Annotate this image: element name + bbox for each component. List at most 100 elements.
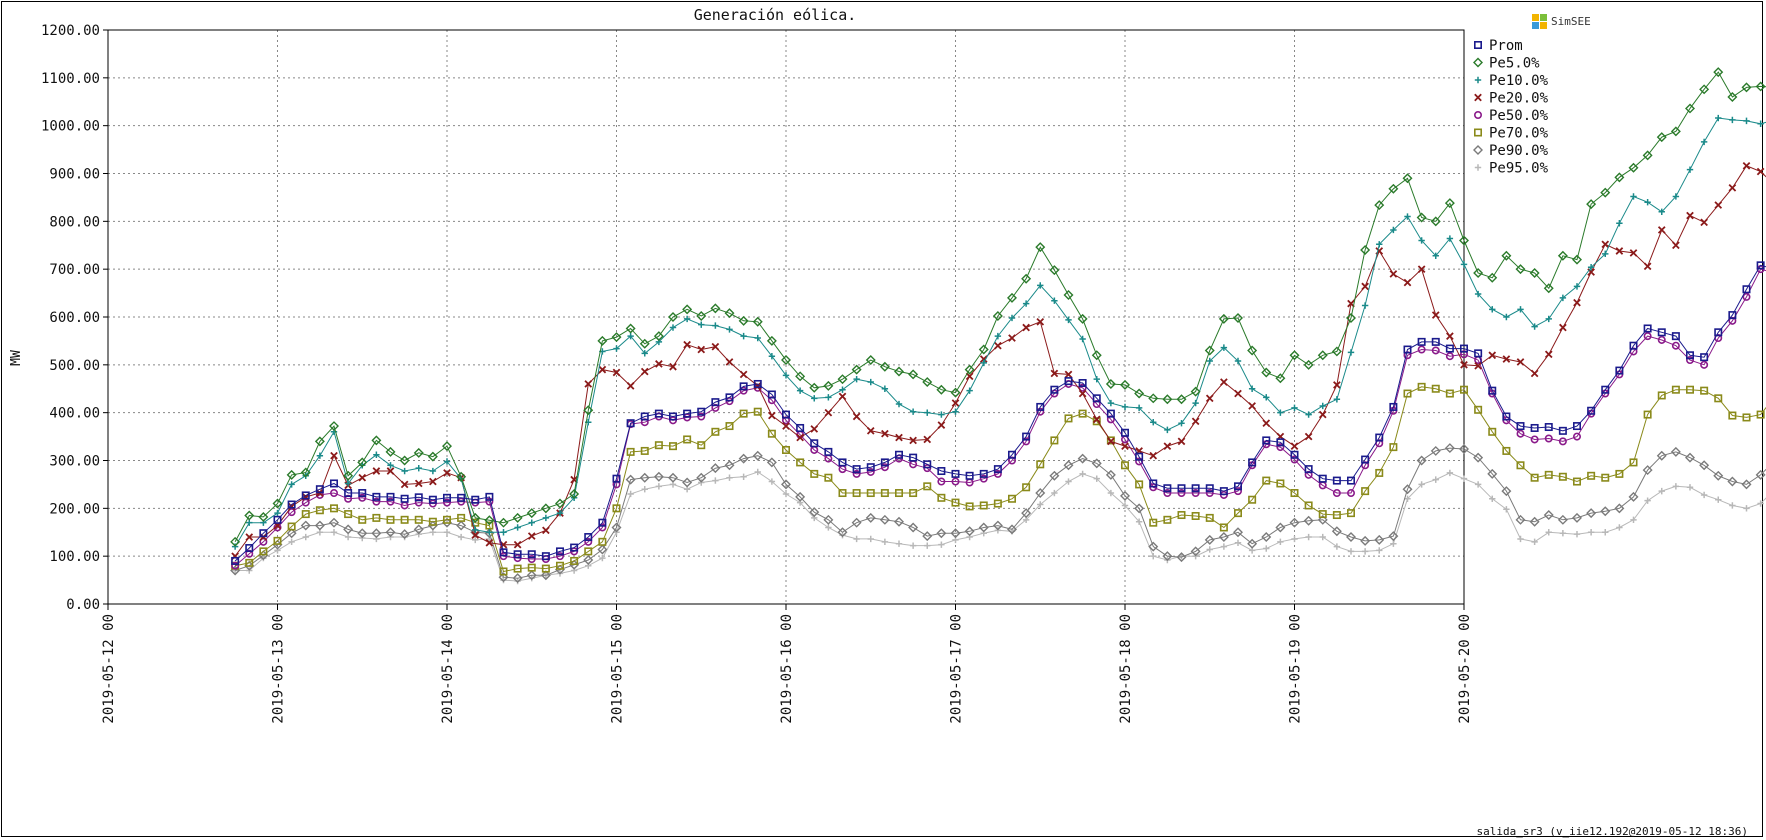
data-point: [1700, 360, 1709, 369]
data-point: [936, 528, 947, 539]
data-point: [1277, 409, 1284, 416]
data-point: [1091, 350, 1102, 361]
data-point: [1714, 328, 1723, 337]
data-point: [668, 412, 677, 421]
data-point: [1120, 379, 1130, 390]
data-point: [1390, 540, 1397, 547]
data-point: [598, 537, 607, 546]
data-point: [1234, 509, 1243, 518]
data-point: [895, 540, 903, 547]
data-point: [1289, 350, 1300, 361]
data-point: [555, 547, 564, 556]
data-point: [413, 524, 424, 535]
data-point: [470, 512, 481, 523]
data-point: [626, 419, 635, 428]
data-point: [923, 460, 932, 469]
data-point: [1303, 515, 1314, 526]
data-point: [710, 463, 721, 474]
legend-label: Pe5.0%: [1489, 56, 1540, 72]
data-point: [329, 479, 338, 488]
data-point: [796, 433, 804, 442]
data-point: [300, 467, 311, 478]
data-point: [260, 554, 267, 562]
data-point: [541, 552, 550, 561]
data-point: [1022, 323, 1030, 332]
data-point: [1035, 488, 1046, 499]
data-point: [837, 527, 848, 538]
data-point: [725, 358, 734, 366]
data-point: [1092, 417, 1101, 426]
data-point: [1036, 460, 1045, 469]
data-point: [1559, 294, 1567, 302]
data-point: [1757, 500, 1764, 507]
data-point: [654, 441, 663, 450]
data-point: [1276, 479, 1285, 488]
data-point: [612, 474, 621, 483]
data-point: [343, 524, 354, 535]
data-point: [1120, 490, 1130, 501]
data-point: [738, 453, 749, 464]
data-point: [851, 364, 862, 375]
data-point: [612, 368, 621, 377]
data-point: [1007, 450, 1016, 459]
data-point: [1460, 261, 1468, 268]
data-point: [1501, 486, 1512, 497]
data-point: [1543, 510, 1554, 521]
data-point: [1390, 226, 1397, 234]
data-point: [1107, 399, 1115, 407]
data-point: [499, 567, 508, 576]
data-point: [1121, 442, 1129, 450]
data-point: [1416, 455, 1427, 466]
data-point: [245, 544, 254, 553]
data-point: [1008, 314, 1016, 322]
data-point: [300, 520, 311, 531]
data-point: [413, 447, 424, 458]
series-prom: [231, 261, 1766, 565]
data-point: [1559, 530, 1567, 537]
data-point: [768, 411, 776, 420]
data-point: [1277, 538, 1284, 546]
data-point: [1545, 529, 1552, 536]
data-point: [683, 340, 691, 349]
data-point: [1361, 455, 1370, 464]
data-point: [1614, 503, 1625, 514]
data-point: [1474, 290, 1482, 298]
data-point: [640, 412, 649, 421]
data-point: [894, 489, 903, 498]
data-point: [712, 477, 719, 484]
data-point: [1473, 452, 1484, 463]
data-point: [712, 322, 719, 329]
data-point: [1516, 429, 1525, 438]
data-point: [1276, 438, 1285, 447]
data-point: [668, 312, 678, 322]
data-point: [1431, 346, 1440, 355]
data-point: [371, 528, 382, 539]
data-point: [1502, 446, 1511, 455]
data-point: [1460, 475, 1468, 482]
data-point: [697, 345, 706, 354]
data-point: [824, 473, 833, 482]
data-point: [753, 407, 762, 416]
data-point: [542, 514, 550, 522]
data-point: [951, 399, 960, 407]
data-point: [287, 500, 296, 509]
data-point: [1177, 511, 1186, 520]
data-point: [1191, 484, 1200, 493]
data-point: [1656, 450, 1667, 461]
data-point: [1163, 442, 1172, 450]
data-point: [1248, 402, 1256, 410]
y-tick-label: 800.00: [49, 214, 100, 230]
data-point: [1686, 211, 1694, 220]
data-point: [851, 517, 862, 528]
data-point: [1699, 84, 1710, 95]
data-point: [231, 556, 240, 565]
data-point: [1473, 145, 1483, 155]
data-point: [627, 332, 634, 340]
data-point: [639, 338, 650, 349]
data-point: [1176, 552, 1187, 563]
data-point: [1262, 419, 1271, 428]
data-point: [1247, 538, 1258, 549]
data-point: [668, 442, 677, 451]
y-tick-label: 700.00: [49, 262, 100, 278]
data-point: [1206, 546, 1213, 553]
